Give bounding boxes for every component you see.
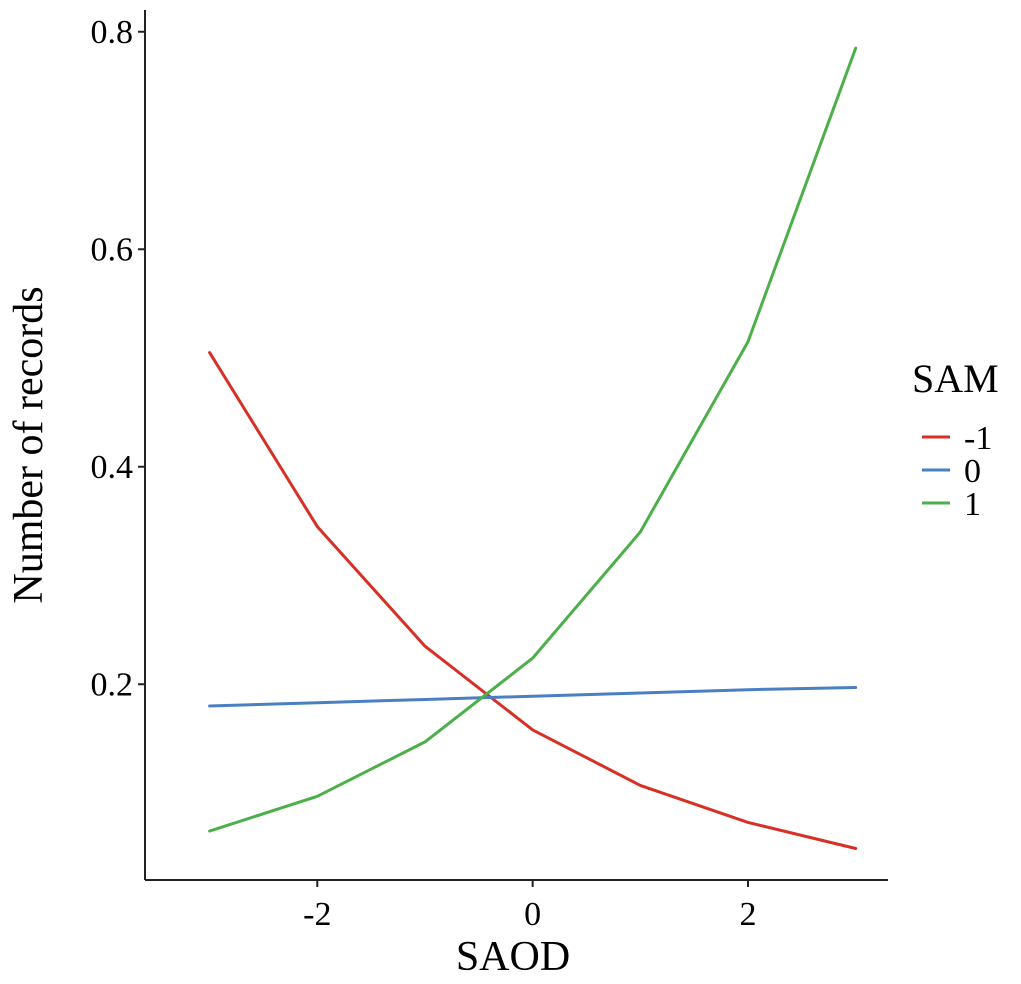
legend-label: 1	[964, 486, 981, 523]
series-line-0	[208, 351, 858, 850]
legend: SAM -101	[912, 356, 999, 523]
x-axis-ticks: -2 0 2	[303, 880, 757, 933]
series-line-2	[208, 46, 858, 833]
y-tick-label: 0.2	[91, 666, 134, 703]
y-tick-label: 0.8	[91, 14, 134, 51]
legend-label: -1	[964, 420, 992, 457]
series-line-1	[208, 686, 858, 708]
series-lines	[208, 46, 858, 850]
y-tick-label: 0.6	[91, 231, 134, 268]
x-axis-title: SAOD	[456, 934, 570, 980]
y-tick-label: 0.4	[91, 449, 134, 486]
legend-label: 0	[964, 453, 981, 490]
y-axis-title: Number of records	[6, 286, 52, 603]
y-axis-ticks: 0.2 0.4 0.6 0.8	[91, 14, 145, 703]
x-tick-label: -2	[303, 896, 331, 933]
x-tick-label: 2	[740, 896, 757, 933]
legend-title: SAM	[912, 356, 999, 401]
x-tick-label: 0	[524, 896, 541, 933]
legend-items: -101	[922, 420, 992, 523]
